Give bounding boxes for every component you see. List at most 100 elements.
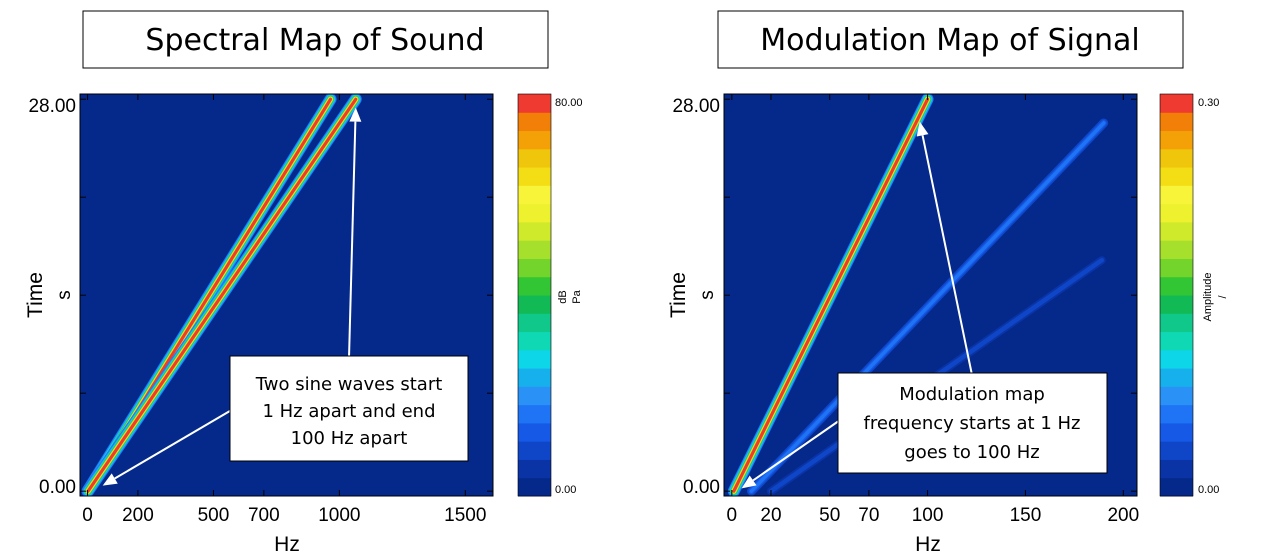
modulation-annotation-line-2: frequency starts at 1 Hz [864,413,1081,434]
colorbar-segment [518,112,551,132]
colorbar-frame [517,93,552,497]
spectral-y-axis-title: Time [24,272,47,318]
colorbar-segment [1160,240,1193,259]
colorbar-segment [1160,112,1193,132]
x-tick-label: 100 [912,505,944,526]
colorbar-segment [518,185,551,205]
x-tick-label: 1500 [444,505,486,526]
spectral-map-panel: Spectral Map of Sound 28.00 0.00 0 200 500… [24,10,583,556]
spectral-annotation-line-2: 1 Hz apart and end [262,401,435,422]
colorbar-segment [518,349,551,369]
spectral-axis-ticks [80,94,493,496]
annotation-arrow-shaft [348,121,357,359]
x-tick-label: 70 [858,505,879,526]
colorbar-segment [518,313,551,333]
colorbar-segment [1160,203,1193,223]
colorbar-segment [1160,441,1193,460]
colorbar-segment [518,404,551,424]
colorbar-segment [518,441,551,460]
spectral-y-axis-unit: s [54,290,75,300]
colorbar-segment [518,167,551,186]
colorbar-segment [518,258,551,278]
modulation-ytick-bottom: 0.00 [683,477,720,498]
modulation-x-tick-labels: 0 20 50 70 100 150 200 [727,505,1140,526]
spectral-ytick-bottom: 0.00 [39,477,76,498]
ridge-1-band-8 [732,97,930,493]
colorbar-segment [1160,221,1193,241]
colorbar-segment [518,331,551,351]
annotation-arrow-head [916,121,929,137]
spectral-x-axis-title: Hz [274,533,300,556]
ridge-1 [727,94,934,496]
x-tick-label: 0 [727,505,738,526]
modulation-colorbar-label-unit: / [1217,295,1229,299]
spectral-title-box [82,10,549,69]
spectral-colorbar-unit-db: dB [557,290,569,303]
annotation-arrow-head [349,107,362,122]
modulation-map-panel: Modulation Map of Signal 28.00 0.00 0 20 5… [667,10,1229,556]
colorbar-segment [1160,295,1193,314]
spectral-annotation-arrows [102,107,362,486]
colorbar-segment [1160,349,1193,369]
colorbar-segment [1160,94,1193,113]
modulation-annotation-line-3: goes to 100 Hz [904,442,1039,463]
colorbar-segment [1160,459,1193,479]
colorbar-segment [518,368,551,387]
x-tick-label: 0 [82,505,93,526]
x-tick-label: 200 [122,505,154,526]
annotation-arrow-head [741,475,757,489]
spectral-annotation-line-3: 100 Hz apart [291,428,408,449]
x-tick-label: 150 [1010,505,1042,526]
spectral-colorbar [517,93,552,497]
spectral-annotation-box [229,355,469,462]
annotation-arrow-shaft [752,417,844,482]
colorbar-segment [518,295,551,314]
colorbar-segment [1160,148,1193,168]
spectral-colorbar-unit-pa: Pa [571,289,583,303]
colorbar-segment [1160,167,1193,186]
spectral-colorbar-max: 80.00 [555,97,583,109]
spectral-colorbar-min: 0.00 [555,484,576,496]
colorbar-segment [1160,404,1193,424]
colorbar-segment [518,276,551,296]
colorbar-segment [518,459,551,479]
modulation-title-box [717,10,1184,69]
spectral-annotation-line-1: Two sine waves start [255,374,443,395]
colorbar-segment [1160,477,1193,497]
colorbar-segment [518,477,551,497]
x-tick-label: 500 [198,505,230,526]
colorbar-segment [1160,258,1193,278]
ridge-2-band-8 [86,97,358,493]
annotation-arrow-shaft [921,135,973,376]
modulation-y-axis-title: Time [667,272,690,318]
modulation-colorbar-min: 0.00 [1198,484,1219,496]
annotation-arrow-head [102,473,118,486]
colorbar-segment [1160,386,1193,406]
x-tick-label: 700 [248,505,280,526]
modulation-colorbar-max: 0.30 [1198,97,1219,109]
colorbar-segment [518,221,551,241]
colorbar-segment [518,386,551,406]
modulation-annotation-box [837,372,1108,474]
colorbar-segment [1160,130,1193,150]
colorbar-segment [518,130,551,150]
modulation-colorbar-label-amplitude: Amplitude [1202,273,1214,322]
colorbar-segment [518,203,551,223]
colorbar-segment [518,240,551,259]
colorbar-segment [1160,276,1193,296]
modulation-colorbar [1159,93,1194,497]
ridge-2-band-3 [749,121,1106,493]
modulation-y-axis-unit: s [697,290,718,300]
spectral-title: Spectral Map of Sound [145,23,484,58]
x-tick-label: 1000 [318,505,360,526]
x-tick-label: 50 [819,505,840,526]
colorbar-frame [1159,93,1194,497]
modulation-ytick-top: 28.00 [672,96,720,117]
spectral-x-tick-labels: 0 200 500 700 1000 1500 [82,505,486,526]
x-tick-label: 200 [1107,505,1139,526]
colorbar-segment [518,148,551,168]
colorbar-segment [1160,185,1193,205]
annotation-arrow-shaft [114,407,236,480]
ridge-2 [746,118,1109,496]
